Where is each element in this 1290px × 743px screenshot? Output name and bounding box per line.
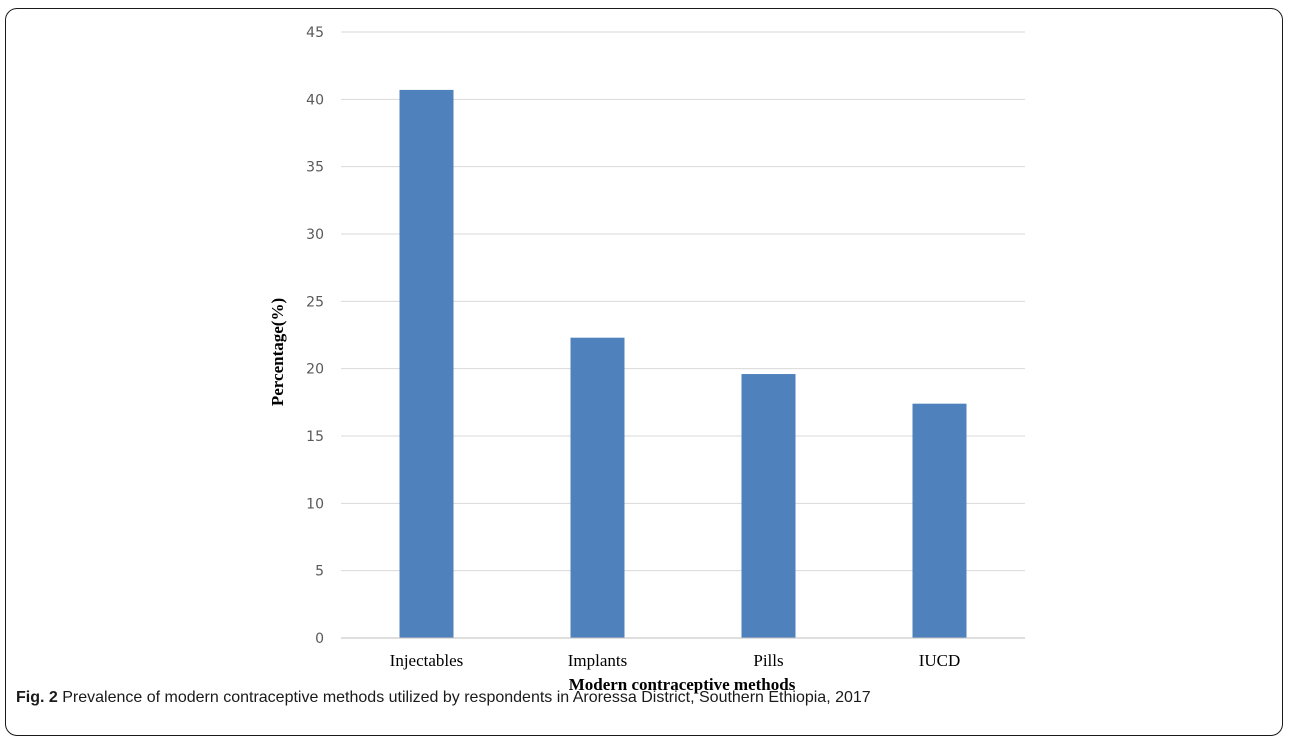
x-tick-label-implants: Implants — [568, 651, 628, 670]
y-tick-label: 40 — [306, 92, 324, 108]
gridlines — [341, 31, 1025, 572]
y-tick-label: 25 — [306, 294, 324, 310]
x-axis-title: Modern contraceptive methods — [569, 675, 796, 694]
x-tick-label-pills: Pills — [753, 651, 783, 670]
figure-frame — [5, 8, 1283, 736]
y-tick-label: 15 — [306, 429, 324, 445]
bar-pills — [741, 374, 796, 638]
y-tick-label: 5 — [315, 564, 324, 580]
y-axis-title: Percentage(%) — [268, 298, 287, 406]
y-tick-label: 45 — [306, 25, 324, 41]
y-tick-label: 0 — [315, 631, 324, 647]
y-tick-labels: 0 5 10 15 20 25 30 35 40 45 — [306, 25, 324, 647]
figure-caption-text: Prevalence of modern contraceptive metho… — [62, 689, 871, 706]
x-tick-label-injectables: Injectables — [390, 651, 464, 670]
bar-injectables — [399, 89, 454, 638]
bar-implants — [570, 337, 625, 638]
y-tick-label: 10 — [306, 496, 324, 512]
bars — [399, 89, 967, 638]
y-tick-label: 35 — [306, 160, 324, 176]
bar-iucd — [912, 403, 967, 638]
x-tick-label-iucd: IUCD — [919, 651, 961, 670]
y-tick-label: 20 — [306, 362, 324, 378]
figure-caption: Fig. 2 Prevalence of modern contraceptiv… — [16, 689, 1266, 707]
x-tick-labels: Injectables Implants Pills IUCD — [390, 651, 961, 670]
y-tick-label: 30 — [306, 227, 324, 243]
figure-label: Fig. 2 — [16, 689, 58, 706]
